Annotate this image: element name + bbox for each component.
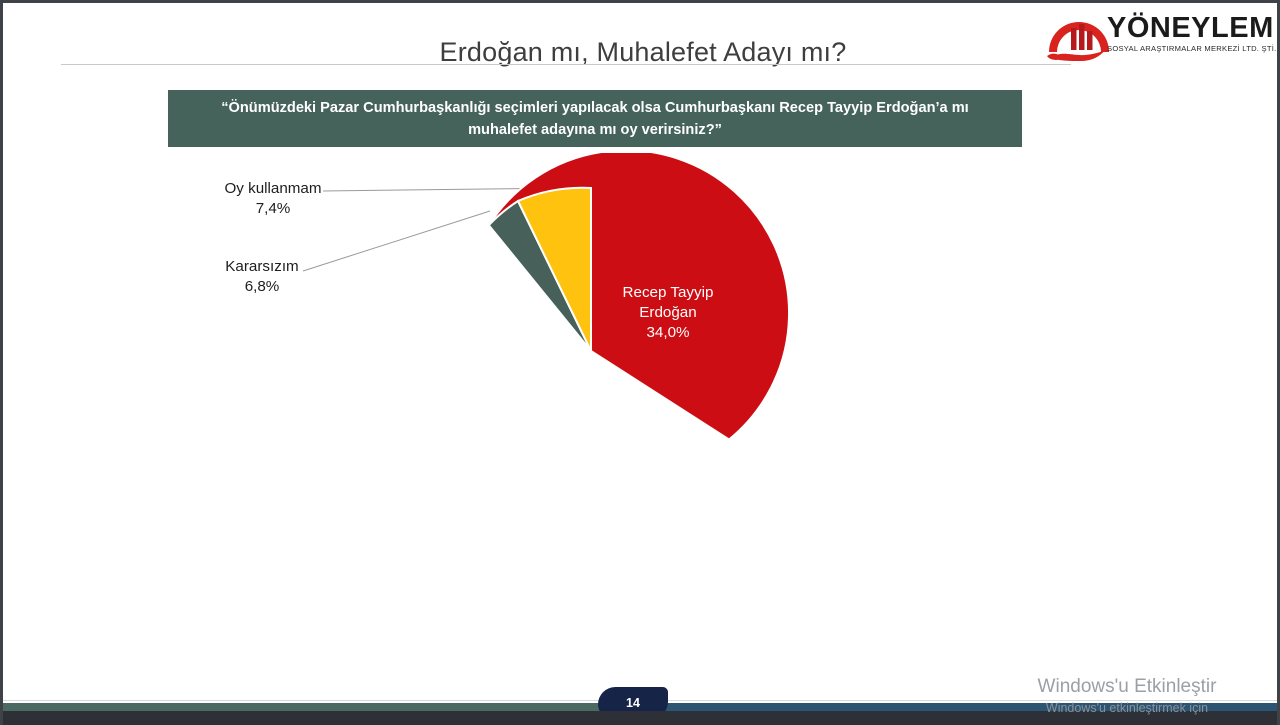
callout-kararsizim-name: Kararsızım bbox=[225, 258, 299, 275]
footer-bar-left bbox=[3, 703, 633, 711]
slice-label-rte-value: 34,0% bbox=[646, 324, 690, 341]
callout-oy-kullanmam-name: Oy kullanmam bbox=[224, 180, 322, 197]
callout-oy-kullanmam-value: 7,4% bbox=[255, 200, 291, 217]
page-title: Erdoğan mı, Muhalefet Adayı mı? bbox=[439, 37, 847, 67]
leader-line-kararsizim bbox=[302, 210, 491, 272]
slice-label-muhalefet-adayi: Muhalefet Adayı 51,8% bbox=[468, 403, 628, 443]
title-divider bbox=[61, 64, 1071, 65]
callout-kararsizim: Kararsızım 6,8% bbox=[207, 257, 317, 297]
yoneylem-mark-icon bbox=[1047, 22, 1109, 61]
slice-label-muhalefet-name: Muhalefet Adayı bbox=[493, 404, 603, 421]
footer-dark-strip bbox=[3, 711, 1277, 725]
pie-svg bbox=[302, 153, 790, 441]
company-logo: YÖNEYLEM SOSYAL ARAŞTIRMALAR MERKEZİ LTD… bbox=[1045, 10, 1277, 66]
logo-wordmark: YÖNEYLEM bbox=[1107, 12, 1274, 44]
pie-slice-oy-kullanmam[interactable] bbox=[516, 186, 592, 352]
watermark-title: Windows'u Etkinleştir bbox=[1037, 676, 1217, 697]
question-text: “Önümüzdeki Pazar Cumhurbaşkanlığı seçim… bbox=[221, 99, 969, 138]
pie-chart: Oy kullanmam 7,4% Kararsızım 6,8% Recep … bbox=[3, 153, 1277, 573]
slice-label-rte-line1: Recep Tayyip bbox=[622, 284, 714, 301]
logo-text-block: YÖNEYLEM SOSYAL ARAŞTIRMALAR MERKEZİ LTD… bbox=[1107, 12, 1277, 53]
callout-oy-kullanmam: Oy kullanmam 7,4% bbox=[208, 179, 338, 219]
slice-label-recep-tayyip-erdogan: Recep Tayyip Erdoğan 34,0% bbox=[593, 283, 743, 343]
footer-bar-right bbox=[633, 703, 1277, 711]
logo-subtitle: SOSYAL ARAŞTIRMALAR MERKEZİ LTD. ŞTİ. bbox=[1107, 44, 1277, 53]
question-banner: “Önümüzdeki Pazar Cumhurbaşkanlığı seçim… bbox=[168, 90, 1022, 147]
callout-kararsizim-value: 6,8% bbox=[244, 278, 280, 295]
slice-label-muhalefet-value: 51,8% bbox=[526, 424, 570, 441]
slice-label-rte-line2: Erdoğan bbox=[639, 304, 697, 321]
